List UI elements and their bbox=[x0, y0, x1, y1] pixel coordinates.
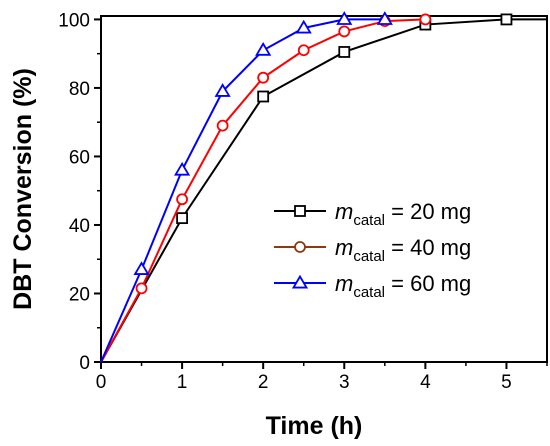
series-1 bbox=[100, 13, 547, 363]
data-point bbox=[295, 19, 312, 34]
data-point bbox=[255, 41, 272, 56]
data-point bbox=[257, 71, 270, 84]
x-tick-label: 4 bbox=[420, 372, 431, 393]
legend-marker bbox=[294, 241, 306, 253]
y-tick-label: 40 bbox=[69, 216, 90, 237]
x-tick-label: 5 bbox=[501, 372, 512, 393]
legend-marker bbox=[294, 205, 306, 217]
y-axis-title: DBT Conversion (%) bbox=[9, 68, 37, 310]
data-point bbox=[376, 11, 393, 25]
y-tick-label: 20 bbox=[69, 284, 90, 305]
axes: 0 1 2 3 4 5 0 20 40 60 80 100 bbox=[58, 10, 548, 393]
data-point bbox=[336, 11, 353, 25]
legend-label: mcatal = 20 mg bbox=[335, 199, 471, 229]
data-point bbox=[133, 261, 150, 275]
legend-label: mcatal = 60 mg bbox=[335, 271, 471, 301]
y-tick-label: 60 bbox=[69, 147, 90, 168]
data-point bbox=[419, 13, 432, 26]
plot-frame bbox=[100, 15, 548, 363]
y-tick-label: 100 bbox=[58, 10, 90, 31]
y-tick-label: 80 bbox=[69, 79, 90, 100]
y-tick-label: 0 bbox=[79, 353, 90, 374]
data-point bbox=[338, 46, 351, 58]
series-3 bbox=[100, 11, 393, 363]
legend-entry-1: mcatal = 20 mg bbox=[274, 199, 471, 229]
x-tick-label: 2 bbox=[258, 372, 269, 393]
data-point bbox=[214, 83, 231, 97]
data-point bbox=[135, 282, 148, 295]
data-point bbox=[176, 212, 188, 225]
data-point bbox=[216, 119, 229, 132]
data-point bbox=[338, 25, 351, 38]
x-tick-label: 0 bbox=[96, 372, 107, 393]
series-2 bbox=[100, 13, 432, 363]
legend-entry-2: mcatal = 40 mg bbox=[274, 235, 471, 265]
x-tick-label: 1 bbox=[177, 372, 188, 393]
data-point bbox=[297, 44, 310, 57]
legend-entry-3: mcatal = 60 mg bbox=[274, 271, 471, 301]
series-line bbox=[100, 18, 385, 363]
series-layer bbox=[100, 11, 547, 363]
data-point bbox=[500, 13, 513, 26]
series-line bbox=[100, 18, 426, 363]
data-point bbox=[174, 161, 191, 176]
legend-label: mcatal = 40 mg bbox=[335, 235, 471, 265]
data-point bbox=[257, 90, 270, 103]
series-line bbox=[100, 18, 547, 363]
plot-area bbox=[100, 15, 548, 363]
legend-marker bbox=[291, 274, 309, 289]
x-axis-title: Time (h) bbox=[266, 412, 363, 440]
data-point bbox=[176, 193, 188, 206]
x-tick-label: 3 bbox=[339, 372, 350, 393]
legend: mcatal = 20 mg mcatal = 40 mg mcatal = 60 … bbox=[274, 199, 471, 301]
